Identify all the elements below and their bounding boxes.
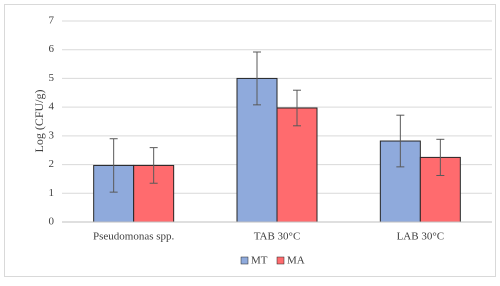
x-tick-label: Pseudomonas spp. [93, 231, 175, 243]
y-tick-label: 5 [49, 72, 55, 84]
x-tick-label: TAB 30°C [254, 231, 301, 243]
error-bar [436, 138, 445, 176]
y-tick-label: 1 [49, 187, 55, 199]
y-tick-label: 0 [49, 216, 55, 228]
legend-label: MA [287, 255, 305, 267]
bar [419, 156, 461, 223]
error-bar [293, 89, 301, 127]
y-axis-label: Log (CFU/g) [32, 89, 46, 152]
y-tick-label: 3 [49, 129, 55, 141]
bar [276, 107, 318, 223]
y-tick-label: 6 [49, 43, 55, 55]
y-tick-label: 4 [49, 101, 55, 113]
x-tick-label: LAB 30°C [397, 231, 445, 243]
legend-label: MT [251, 255, 268, 267]
legend-swatch [240, 256, 249, 265]
error-bar [253, 51, 261, 106]
legend-swatch [276, 256, 285, 265]
error-bar [109, 138, 118, 193]
error-bar [149, 147, 158, 184]
y-tick-label: 2 [49, 158, 55, 170]
y-tick-label: 7 [49, 15, 55, 27]
error-bar [396, 114, 405, 168]
